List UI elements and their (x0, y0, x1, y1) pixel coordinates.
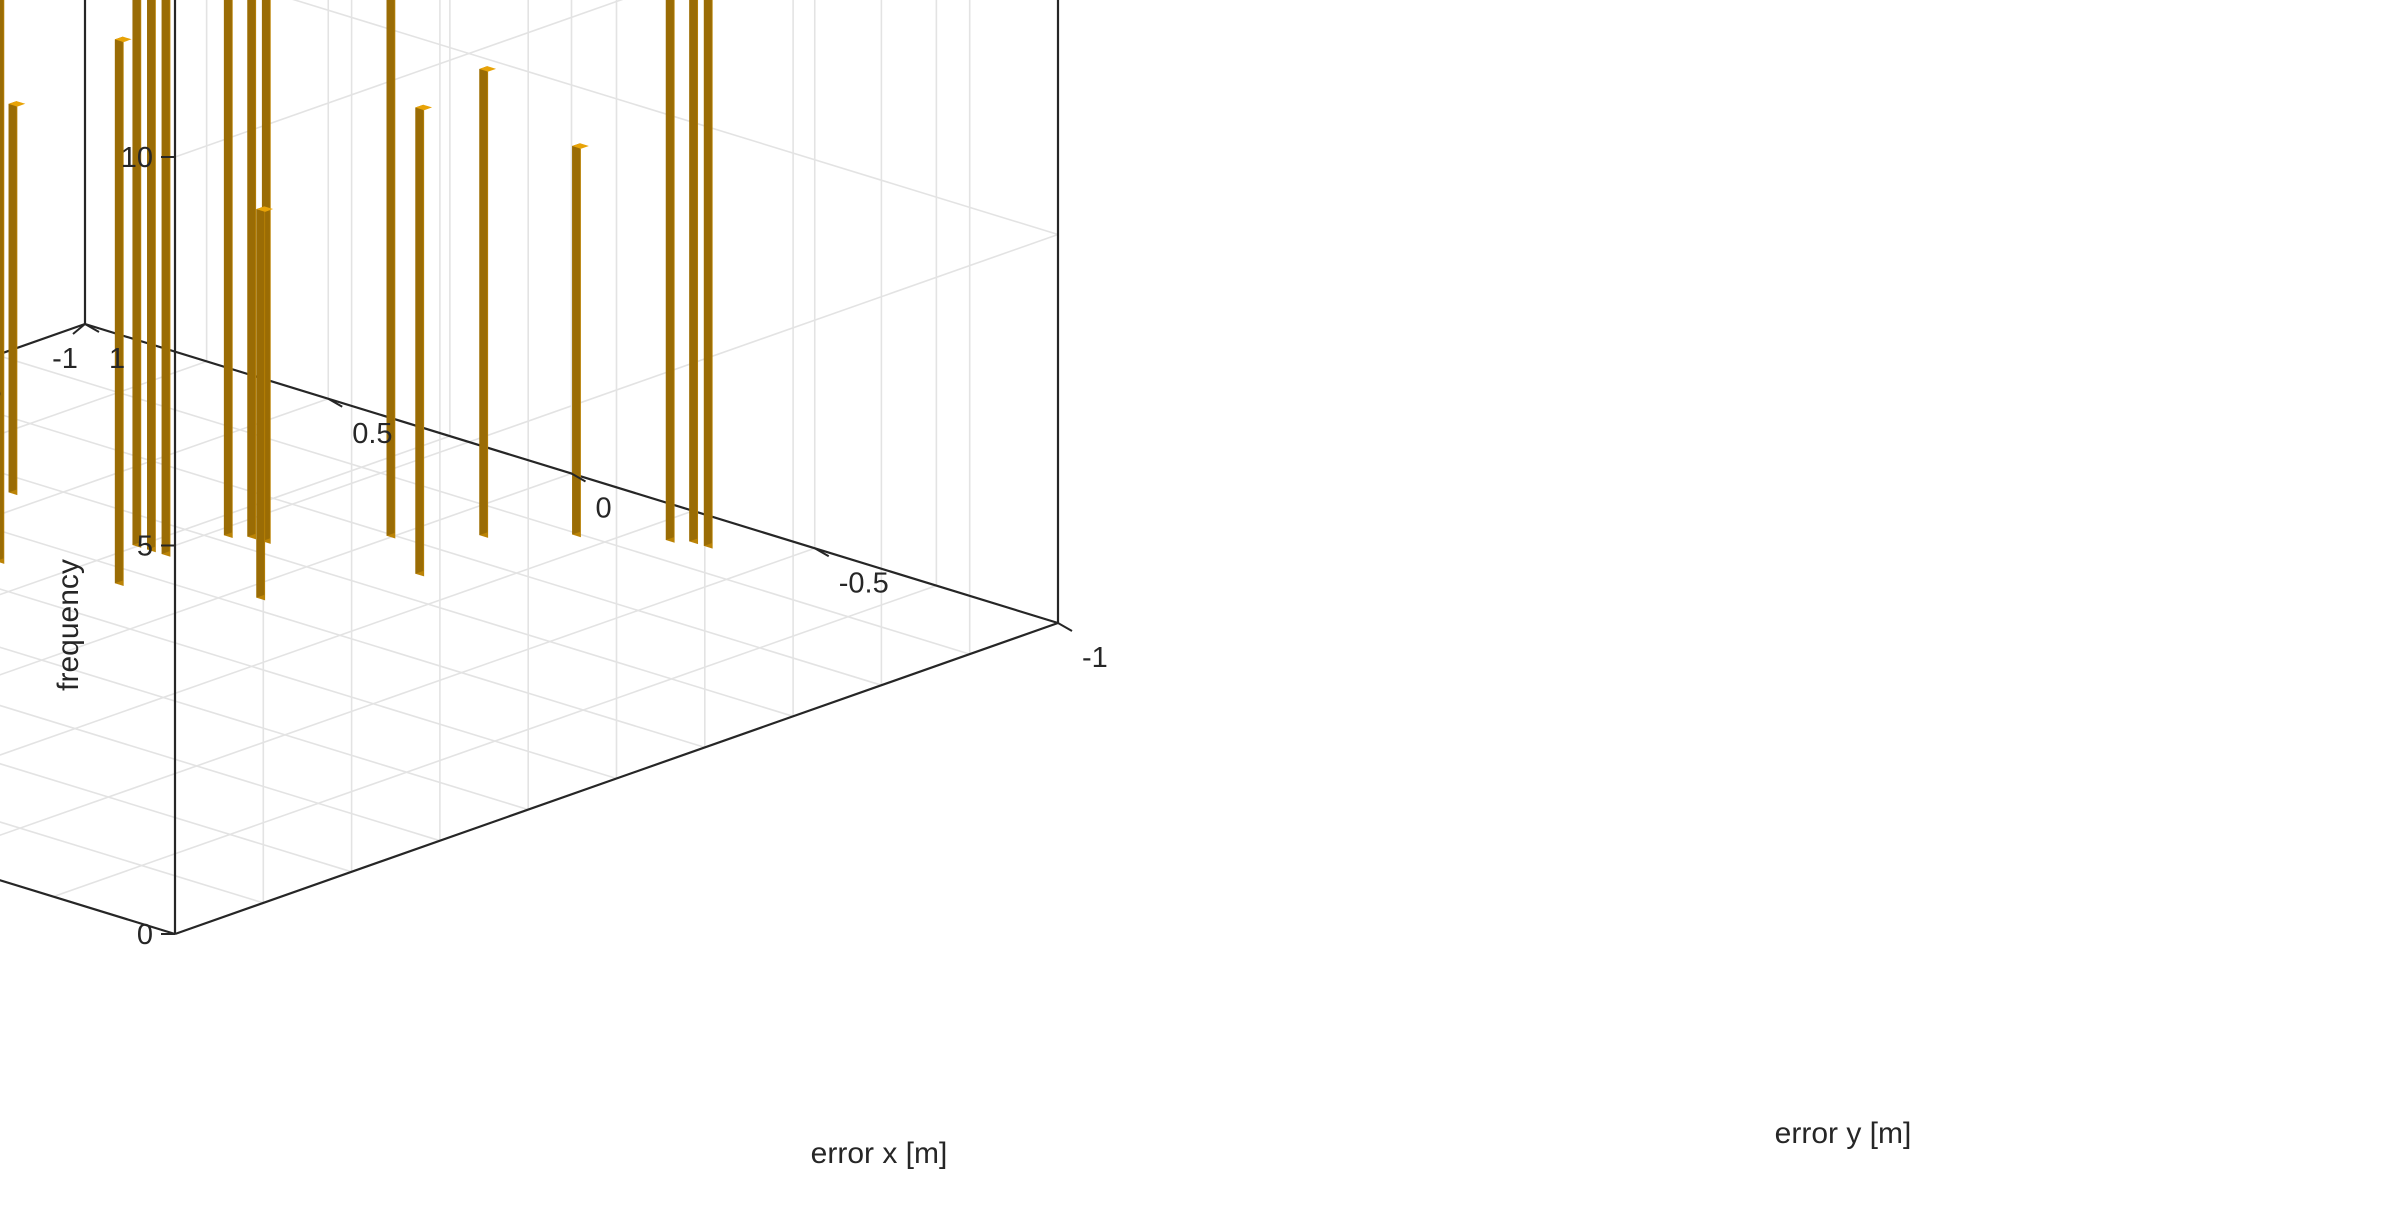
grid-line (0, 413, 882, 686)
y-axis-label: error y [m] (1775, 1117, 1912, 1150)
grid-line (0, 360, 207, 435)
z-tick-label: 5 (137, 531, 153, 563)
axis-line (0, 879, 176, 936)
axis-line (174, 621, 1059, 936)
bar (703, 0, 713, 549)
x-tick-mark (72, 323, 86, 335)
grid-line (0, 704, 441, 842)
grid-line (0, 510, 694, 756)
bar (114, 36, 132, 586)
y-tick-mark (1057, 622, 1073, 632)
y-tick-label: 0 (596, 493, 612, 525)
z-tick-label: 10 (121, 142, 153, 174)
bar (689, 0, 699, 545)
bar (479, 66, 497, 538)
bar (665, 0, 675, 543)
x-tick-label: -0.8 (0, 374, 2, 406)
bars (0, 0, 713, 601)
grid-line (0, 821, 264, 904)
tick-labels: 0510152025303510.80.60.40.20-0.2-0.4-0.6… (0, 142, 1108, 951)
bar (0, 0, 5, 564)
z-axis-label: frequency (52, 559, 85, 691)
z-tick-label: 0 (137, 919, 153, 951)
y-tick-mark (814, 547, 830, 558)
x-axis-label: error x [m] (811, 1137, 948, 1170)
grid-line (0, 472, 572, 676)
grid-line (174, 233, 1059, 547)
y-tick-mark (571, 472, 586, 483)
y-tick-label: 1 (109, 343, 125, 375)
y-tick-label: 0.5 (352, 418, 392, 450)
bar (161, 0, 171, 557)
grid-line (174, 0, 624, 158)
bar (247, 0, 257, 540)
grid-line (53, 584, 937, 898)
y-tick-label: -0.5 (839, 567, 889, 599)
grid-line (0, 762, 352, 873)
y-tick-mark (327, 397, 343, 408)
x-tick-label: -1 (52, 343, 78, 375)
bar (256, 206, 274, 601)
grid-lines (0, 0, 1059, 935)
bar (147, 0, 156, 553)
bar (572, 143, 589, 538)
bar (386, 0, 396, 539)
bar (132, 0, 142, 548)
bar (415, 104, 433, 577)
grid-line (0, 397, 329, 516)
grid-line (292, 0, 1059, 236)
y-tick-mark (84, 323, 100, 333)
grid-line (0, 435, 451, 596)
bar (8, 101, 26, 496)
grid-line (0, 547, 816, 837)
y-tick-label: -1 (1082, 642, 1108, 674)
bar (223, 0, 233, 538)
